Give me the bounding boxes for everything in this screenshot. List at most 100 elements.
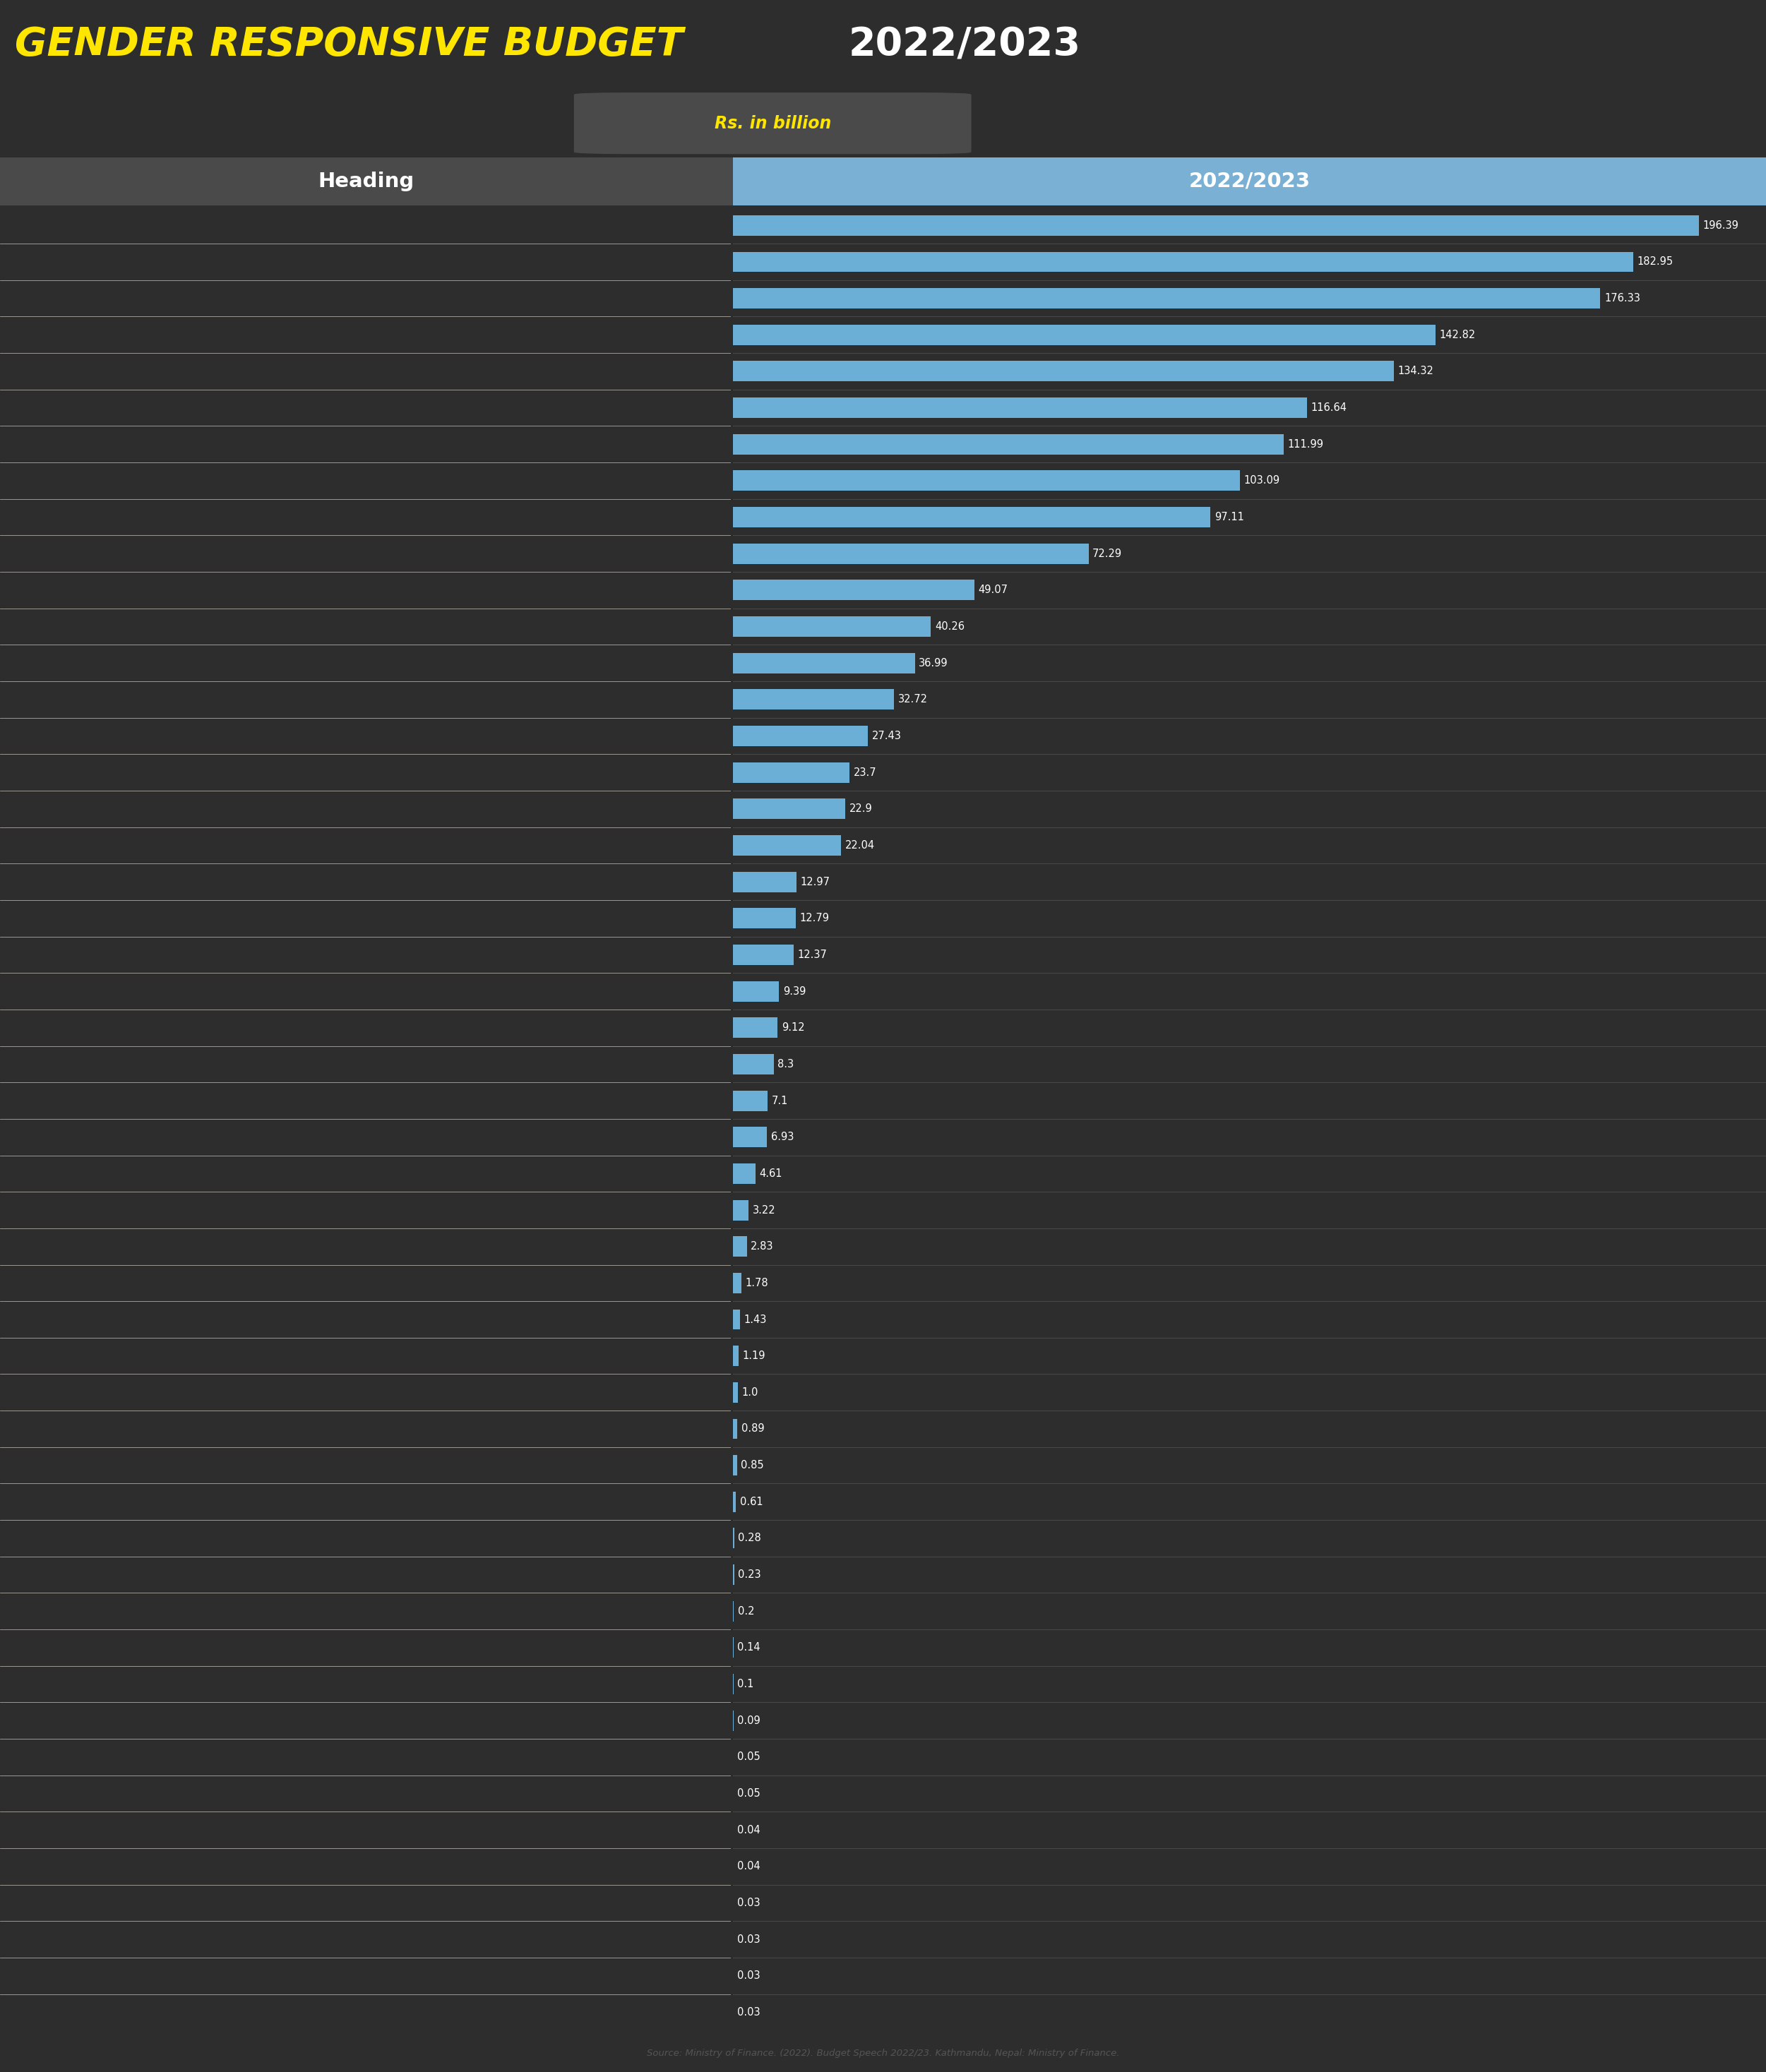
Text: National Human Rights Commission: National Human Rights Commission xyxy=(528,1569,721,1581)
Bar xyxy=(733,725,867,746)
Bar xyxy=(733,872,796,893)
Text: 0.03: 0.03 xyxy=(736,1933,759,1946)
Text: 142.82: 142.82 xyxy=(1439,329,1476,340)
Text: 22.9: 22.9 xyxy=(849,804,872,814)
Text: Province: Province xyxy=(675,549,721,559)
Text: 32.72: 32.72 xyxy=(897,694,927,704)
Bar xyxy=(733,1455,736,1475)
Bar xyxy=(733,1382,738,1403)
Bar xyxy=(733,1310,740,1330)
Text: Ministry of Water Supply: Ministry of Water Supply xyxy=(590,731,721,742)
Text: Ministry of Land Management, Cooperative and Poverty Alleviation: Ministry of Land Management, Cooperative… xyxy=(364,1096,721,1106)
Text: 0.04: 0.04 xyxy=(736,1825,759,1836)
Bar xyxy=(733,1055,774,1075)
Text: 134.32: 134.32 xyxy=(1397,367,1434,377)
Text: GENDER RESPONSIVE BUDGET: GENDER RESPONSIVE BUDGET xyxy=(16,25,683,64)
Text: 36.99: 36.99 xyxy=(918,657,948,669)
Bar xyxy=(733,215,1699,236)
Bar xyxy=(733,470,1240,491)
Text: Council of Justice: Council of Justice xyxy=(629,1788,721,1798)
Text: Courts: Courts xyxy=(685,1131,721,1142)
Bar xyxy=(733,980,779,1001)
Text: 0.03: 0.03 xyxy=(736,2008,759,2018)
Bar xyxy=(733,1345,738,1365)
Text: 116.64: 116.64 xyxy=(1310,402,1347,412)
Text: Election Commission: Election Commission xyxy=(609,1533,721,1544)
Text: 9.39: 9.39 xyxy=(782,986,805,997)
Text: Ministry of Urban Development: Ministry of Urban Development xyxy=(553,767,721,777)
Text: 2022/2023: 2022/2023 xyxy=(1189,172,1310,191)
Text: 1.43: 1.43 xyxy=(743,1314,766,1324)
Text: 0.09: 0.09 xyxy=(736,1716,761,1726)
Text: Ministry of Communications and Information Technology: Ministry of Communications and Informati… xyxy=(420,1059,721,1069)
Text: 27.43: 27.43 xyxy=(872,731,901,742)
Text: Muslim Commission: Muslim Commission xyxy=(615,1861,721,1871)
Text: Ministry of Women, Children and Senior Citizen: Ministry of Women, Children and Senior C… xyxy=(468,1278,721,1289)
Text: MOF- Financing: MOF- Financing xyxy=(639,512,721,522)
Bar xyxy=(733,1017,777,1038)
Bar xyxy=(733,945,793,966)
Text: Ministry of Culture, Tourism and Civil Aviation: Ministry of Culture, Tourism and Civil A… xyxy=(479,986,721,997)
Text: Ministry of Defense: Ministry of Defense xyxy=(616,839,721,852)
Text: Chief of Provinces: Chief of Provinces xyxy=(625,1606,721,1616)
Bar xyxy=(733,1127,766,1148)
Bar xyxy=(733,543,1088,564)
Bar xyxy=(733,157,1766,205)
Text: Federal Parliament: Federal Parliament xyxy=(620,1351,721,1361)
Text: Commission for Investigation of Abuse of Authority: Commission for Investigation of Abuse of… xyxy=(449,1314,721,1324)
Bar xyxy=(733,1090,768,1111)
Text: 0.1: 0.1 xyxy=(738,1678,754,1689)
Text: 0.03: 0.03 xyxy=(736,1970,759,1981)
Text: MOF- External Debt Service (Multilateral): MOF- External Debt Service (Multilateral… xyxy=(502,622,721,632)
Bar xyxy=(733,361,1393,381)
Text: Ministry of Law, Justice and Parliamentary Affairs: Ministry of Law, Justice and Parliamenta… xyxy=(459,1423,721,1434)
Text: 0.85: 0.85 xyxy=(742,1461,765,1471)
Text: 0.23: 0.23 xyxy=(738,1569,761,1581)
Text: Office of the Auditor General: Office of the Auditor General xyxy=(567,1496,721,1506)
Text: MOF- External Debt Service (Bilateral): MOF- External Debt Service (Bilateral) xyxy=(517,949,721,959)
Text: Ministry of Industry, Commerce and Supply: Ministry of Industry, Commerce and Suppl… xyxy=(489,914,721,924)
Text: 0.89: 0.89 xyxy=(742,1423,765,1434)
Text: 12.37: 12.37 xyxy=(798,949,826,959)
Text: 103.09: 103.09 xyxy=(1243,474,1280,487)
Text: 4.61: 4.61 xyxy=(759,1169,782,1179)
Text: MOF Miscellaneous: MOF Miscellaneous xyxy=(618,439,721,450)
Text: Rs. in billion: Rs. in billion xyxy=(713,114,832,133)
Bar xyxy=(733,508,1211,528)
Text: 0.61: 0.61 xyxy=(740,1496,763,1506)
Text: 49.07: 49.07 xyxy=(978,584,1008,595)
Bar xyxy=(733,1237,747,1258)
Text: 0.2: 0.2 xyxy=(738,1606,754,1616)
Text: Public Service Commission: Public Service Commission xyxy=(577,1461,721,1471)
Bar xyxy=(733,908,796,928)
Bar xyxy=(733,1162,756,1183)
Bar xyxy=(733,1419,736,1440)
Text: National Inclusion Commission: National Inclusion Commission xyxy=(556,2008,721,2018)
Text: Ministry of Finance: Ministry of Finance xyxy=(620,694,721,704)
Text: 1.19: 1.19 xyxy=(743,1351,766,1361)
Text: 1.0: 1.0 xyxy=(742,1386,758,1399)
Text: 0.03: 0.03 xyxy=(736,1898,759,1908)
Text: Local Level: Local Level xyxy=(660,402,721,412)
Text: 12.79: 12.79 xyxy=(800,914,830,924)
Text: 40.26: 40.26 xyxy=(934,622,964,632)
Text: Deputy President: Deputy President xyxy=(629,1751,721,1763)
Bar xyxy=(733,580,975,601)
Text: 7.1: 7.1 xyxy=(772,1096,788,1106)
Bar xyxy=(733,288,1600,309)
Text: National Planning Commission: National Planning Commission xyxy=(558,1386,721,1399)
Bar xyxy=(733,325,1436,346)
Text: National Dalit Commission: National Dalit Commission xyxy=(579,1898,721,1908)
Text: Ministry of Foreign Affairs: Ministry of Foreign Affairs xyxy=(585,1241,721,1251)
Text: Ministry of Forest and Environment: Ministry of Forest and Environment xyxy=(533,876,721,887)
Text: Indigenous Nationalities Commission: Indigenous Nationalities Commission xyxy=(523,1970,721,1981)
Text: Ministry of Federal Affairs and General Administration: Ministry of Federal Affairs and General … xyxy=(434,657,721,669)
Text: Tharu Commission: Tharu Commission xyxy=(622,1825,721,1836)
Text: 72.29: 72.29 xyxy=(1093,549,1121,559)
Bar xyxy=(733,433,1284,454)
Text: 176.33: 176.33 xyxy=(1604,292,1641,305)
Text: 2.83: 2.83 xyxy=(751,1241,774,1251)
Text: Ministry of Youth and Sports: Ministry of Youth and Sports xyxy=(570,1204,721,1216)
Text: Ministry of Agriculture and Livestock Development: Ministry of Agriculture and Livestock De… xyxy=(450,804,721,814)
Bar xyxy=(733,615,931,636)
